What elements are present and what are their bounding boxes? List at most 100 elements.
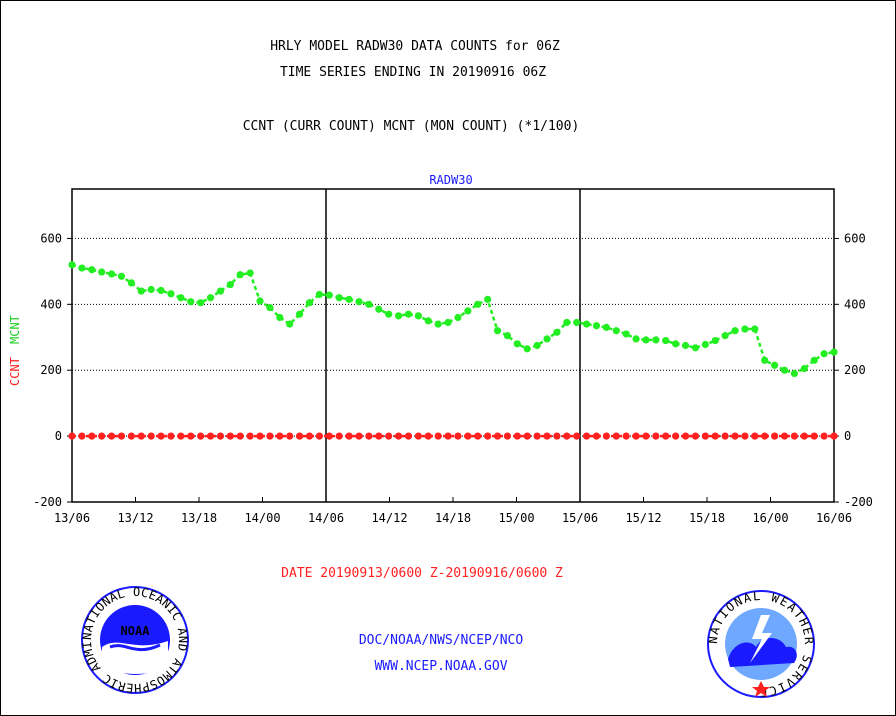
data-point-ccnt bbox=[296, 432, 304, 440]
data-point-mcnt bbox=[493, 327, 502, 335]
data-point-mcnt bbox=[226, 280, 234, 289]
data-point-ccnt bbox=[612, 432, 620, 440]
date-range-label: DATE 20190913/0600 Z-20190916/0600 Z bbox=[281, 566, 563, 581]
data-point-ccnt bbox=[820, 432, 828, 440]
data-point-ccnt bbox=[553, 432, 561, 440]
data-point-mcnt bbox=[296, 310, 304, 318]
data-point-mcnt bbox=[642, 336, 650, 344]
y-tick-label-left: -200 bbox=[33, 495, 62, 509]
data-point-ccnt bbox=[592, 432, 601, 440]
data-point-mcnt bbox=[127, 279, 135, 287]
y-tick-label-left: 400 bbox=[40, 297, 62, 311]
data-point-mcnt bbox=[464, 307, 472, 315]
data-point-mcnt bbox=[335, 294, 343, 302]
data-point-ccnt bbox=[137, 432, 145, 440]
x-tick-label: 13/06 bbox=[54, 511, 90, 525]
data-point-ccnt bbox=[790, 432, 799, 440]
x-tick-label: 14/18 bbox=[435, 511, 471, 525]
data-point-mcnt bbox=[206, 294, 215, 302]
data-point-mcnt bbox=[355, 298, 363, 306]
data-point-ccnt bbox=[177, 432, 185, 440]
data-point-ccnt bbox=[206, 432, 215, 440]
data-point-mcnt bbox=[672, 340, 680, 348]
data-point-ccnt bbox=[810, 432, 818, 440]
x-tick-label: 14/00 bbox=[244, 511, 280, 525]
legend-description: CCNT (CURR COUNT) MCNT (MON COUNT) (*1/1… bbox=[242, 119, 580, 134]
data-point-mcnt bbox=[246, 269, 254, 277]
data-point-mcnt bbox=[266, 304, 274, 312]
data-point-mcnt bbox=[167, 290, 175, 298]
data-point-mcnt bbox=[345, 295, 353, 303]
data-point-ccnt bbox=[167, 432, 175, 440]
data-point-ccnt bbox=[582, 432, 591, 440]
data-point-mcnt bbox=[790, 369, 799, 378]
data-point-ccnt bbox=[335, 432, 343, 440]
data-point-ccnt bbox=[157, 432, 165, 440]
data-point-mcnt bbox=[177, 294, 185, 302]
nws-logo: NATIONAL WEATHER SERVICE bbox=[706, 589, 815, 699]
data-series bbox=[68, 261, 838, 440]
data-point-mcnt bbox=[187, 298, 195, 306]
data-point-mcnt bbox=[434, 320, 442, 328]
x-tick-label: 15/12 bbox=[625, 511, 661, 525]
data-point-ccnt bbox=[563, 432, 571, 440]
data-point-ccnt bbox=[117, 432, 126, 440]
data-point-ccnt bbox=[493, 432, 502, 440]
data-point-ccnt bbox=[365, 432, 373, 440]
data-point-mcnt bbox=[622, 330, 630, 338]
data-point-ccnt bbox=[147, 432, 155, 440]
data-point-mcnt bbox=[117, 272, 126, 280]
axes bbox=[67, 188, 839, 503]
data-point-ccnt bbox=[533, 432, 541, 440]
data-point-mcnt bbox=[78, 264, 86, 272]
data-point-ccnt bbox=[127, 432, 135, 440]
data-point-ccnt bbox=[286, 432, 294, 440]
series-line-mcnt bbox=[71, 263, 835, 375]
plot-frame bbox=[71, 188, 835, 503]
data-point-ccnt bbox=[513, 432, 521, 440]
data-point-ccnt bbox=[375, 432, 383, 440]
data-point-ccnt bbox=[711, 432, 719, 440]
data-point-mcnt bbox=[474, 300, 482, 308]
chart-title-line2: TIME SERIES ENDING IN 20190916 06Z bbox=[279, 65, 547, 80]
data-point-mcnt bbox=[444, 318, 452, 327]
data-point-mcnt bbox=[394, 312, 403, 320]
data-point-mcnt bbox=[780, 366, 789, 374]
data-point-ccnt bbox=[761, 432, 769, 440]
data-point-mcnt bbox=[157, 286, 165, 295]
data-point-mcnt bbox=[286, 320, 294, 328]
x-tick-label: 15/18 bbox=[689, 511, 725, 525]
data-point-mcnt bbox=[731, 327, 739, 335]
data-point-mcnt bbox=[602, 323, 610, 331]
data-point-ccnt bbox=[691, 432, 700, 440]
data-point-mcnt bbox=[810, 356, 818, 364]
panel-label: RADW30 bbox=[429, 173, 473, 187]
x-tick-labels: 13/06 13/12 13/18 14/00 14/06 14/12 14/18 15/00… bbox=[54, 511, 852, 525]
data-point-ccnt bbox=[573, 432, 581, 440]
data-point-mcnt bbox=[414, 312, 422, 320]
data-point-ccnt bbox=[197, 432, 205, 440]
data-point-mcnt bbox=[385, 310, 393, 318]
data-point-mcnt bbox=[147, 285, 155, 294]
data-point-mcnt bbox=[513, 340, 521, 348]
data-point-mcnt bbox=[800, 364, 808, 373]
grid-lines bbox=[72, 237, 834, 437]
data-point-mcnt bbox=[404, 310, 413, 318]
data-point-ccnt bbox=[622, 432, 630, 440]
data-point-ccnt bbox=[414, 432, 422, 440]
data-point-mcnt bbox=[236, 271, 244, 279]
footer-url[interactable]: WWW.NCEP.NOAA.GOV bbox=[374, 659, 508, 674]
x-tick-label: 13/12 bbox=[117, 511, 153, 525]
data-point-mcnt bbox=[424, 317, 432, 325]
data-point-mcnt bbox=[137, 287, 145, 295]
data-point-ccnt bbox=[632, 432, 640, 440]
data-point-mcnt bbox=[88, 266, 96, 274]
data-point-mcnt bbox=[256, 297, 264, 305]
data-point-ccnt bbox=[464, 432, 472, 440]
y-tick-label-right: 400 bbox=[844, 297, 866, 311]
data-point-ccnt bbox=[107, 432, 116, 440]
data-point-ccnt bbox=[394, 432, 403, 440]
data-point-mcnt bbox=[533, 341, 541, 350]
data-point-ccnt bbox=[98, 432, 106, 440]
